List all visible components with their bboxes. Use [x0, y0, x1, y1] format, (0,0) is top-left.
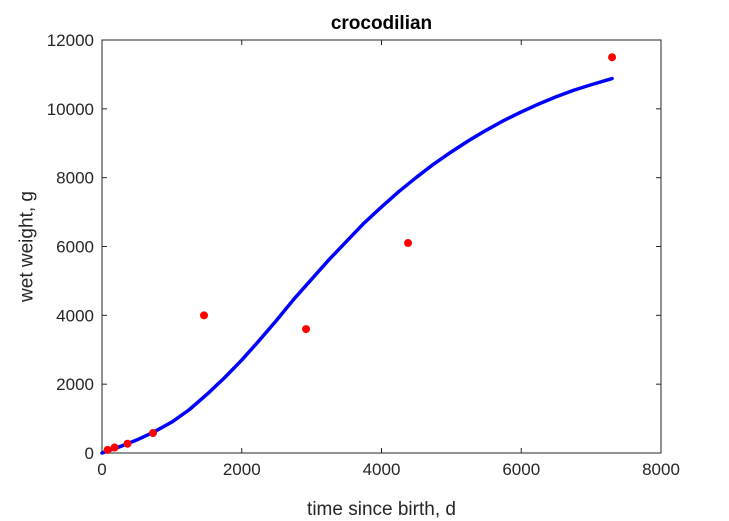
chart-title: crocodilian — [331, 13, 432, 34]
data-point — [608, 53, 617, 62]
y-tick-label: 8000 — [56, 169, 94, 188]
fit-curve-line — [100, 76, 614, 455]
x-tick-label: 6000 — [502, 460, 540, 479]
y-tick-label: 2000 — [56, 375, 94, 394]
x-axis-label: time since birth, d — [307, 499, 456, 520]
y-tick-label: 10000 — [47, 100, 94, 119]
plot-area — [101, 39, 662, 454]
y-tick-label: 0 — [85, 444, 94, 463]
x-tick-label: 2000 — [223, 460, 261, 479]
data-point — [149, 429, 158, 438]
x-tick-label: 0 — [97, 460, 106, 479]
x-tick-label: 4000 — [363, 460, 401, 479]
data-point — [110, 443, 119, 452]
data-point — [302, 325, 311, 334]
ticks-layer: 0 2000 4000 6000 8000 0 2000 4000 6000 8000 10000 1… — [47, 31, 680, 479]
x-tick-label: 8000 — [642, 460, 680, 479]
data-point — [103, 445, 112, 454]
data-point — [123, 439, 132, 448]
y-tick-label: 4000 — [56, 306, 94, 325]
data-point — [404, 239, 413, 248]
series-layer — [100, 53, 617, 455]
y-tick-label: 6000 — [56, 238, 94, 257]
y-tick-label: 12000 — [47, 31, 94, 50]
data-point — [200, 311, 209, 320]
y-axis-label: wet weight, g — [17, 191, 38, 303]
